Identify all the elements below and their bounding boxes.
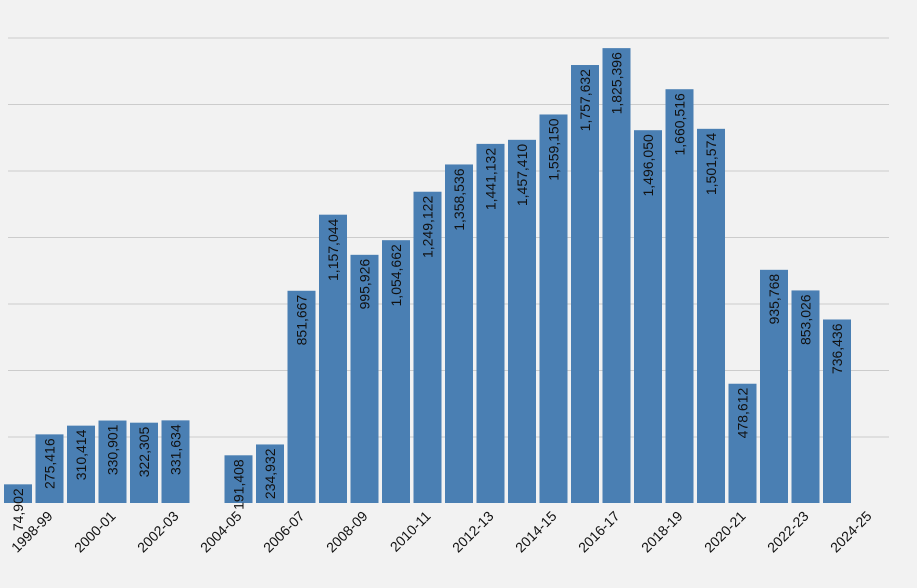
- value-label: 1,441,132: [483, 148, 499, 210]
- value-labels: 74,902 275,416 310,414 330,901 322,305 331,63…: [10, 52, 845, 531]
- tick-label: 2012-13: [449, 508, 497, 556]
- bar-2008-09: [350, 254, 379, 503]
- bar-1997-98: [4, 484, 32, 503]
- bar-2023-24: [823, 319, 851, 503]
- bars: [4, 48, 851, 504]
- value-label: 853,026: [798, 294, 814, 345]
- bar-2011-12: [445, 164, 473, 503]
- bar-2002-03: [161, 420, 190, 503]
- bar-2001-02: [130, 422, 158, 503]
- tick-label: 2000-01: [71, 508, 119, 556]
- bar-1998-99: [35, 434, 64, 503]
- value-label: 1,496,050: [640, 134, 656, 196]
- value-label: 935,768: [766, 274, 782, 325]
- value-label: 736,436: [829, 323, 845, 374]
- bar-2000-01: [98, 420, 127, 503]
- bar-2021-22: [760, 269, 788, 503]
- tick-label: 2020-21: [701, 508, 749, 556]
- bar-2017-18: [634, 130, 662, 504]
- bar-2013-14: [508, 139, 536, 504]
- bar-2010-11: [413, 191, 442, 503]
- bar-2016-17: [602, 48, 631, 504]
- x-axis-tick-labels: 1998-99 2000-01 2002-03 2004-05 2006-07 2008-…: [8, 508, 875, 556]
- bar-2020-21: [728, 383, 757, 503]
- value-label: 234,932: [262, 448, 278, 499]
- value-label: 1,157,044: [325, 218, 341, 280]
- value-label: 1,559,150: [546, 118, 562, 180]
- value-label: 1,757,632: [577, 69, 593, 131]
- bar-2014-15: [539, 114, 568, 503]
- tick-label: 2010-11: [387, 508, 434, 555]
- bar-2009-10: [382, 240, 410, 503]
- tick-label: 2022-23: [764, 508, 812, 556]
- value-label: 1,501,574: [703, 133, 719, 195]
- tick-label: 2018-19: [638, 508, 686, 556]
- value-label: 478,612: [735, 388, 751, 439]
- value-label: 322,305: [136, 426, 152, 477]
- bar-2004-05: [224, 455, 253, 503]
- value-label: 74,902: [10, 488, 26, 531]
- value-label: 275,416: [42, 438, 58, 489]
- bar-2019-20: [697, 128, 725, 504]
- value-label: 995,926: [357, 259, 373, 310]
- value-label: 1,249,122: [420, 196, 436, 258]
- bar-2007-08: [319, 214, 347, 504]
- tick-label: 2014-15: [512, 508, 560, 556]
- tick-label: 2004-05: [197, 508, 245, 556]
- tick-label: 2002-03: [134, 508, 182, 556]
- bar-2005-06: [256, 444, 284, 503]
- bar-2012-13: [476, 143, 505, 503]
- bar-2018-19: [665, 89, 694, 504]
- value-label: 331,634: [168, 424, 184, 475]
- tick-label: 2008-09: [323, 508, 371, 556]
- bar-2006-07: [287, 290, 316, 503]
- value-label: 310,414: [73, 429, 89, 480]
- value-label: 1,054,662: [388, 244, 404, 306]
- bar-2022-23: [791, 290, 820, 503]
- value-label: 1,660,516: [672, 93, 688, 155]
- value-label: 330,901: [105, 424, 121, 475]
- value-label: 1,457,410: [514, 144, 530, 206]
- value-label: 1,825,396: [609, 52, 625, 114]
- bar-1999-00: [67, 425, 95, 503]
- bar-2015-16: [571, 65, 599, 504]
- value-label: 191,408: [231, 459, 247, 510]
- value-label: 851,667: [294, 295, 310, 346]
- value-label: 1,358,536: [451, 168, 467, 230]
- tick-label: 2006-07: [260, 508, 308, 556]
- tick-label: 2016-17: [575, 508, 623, 556]
- tick-label: 2024-25: [827, 508, 875, 556]
